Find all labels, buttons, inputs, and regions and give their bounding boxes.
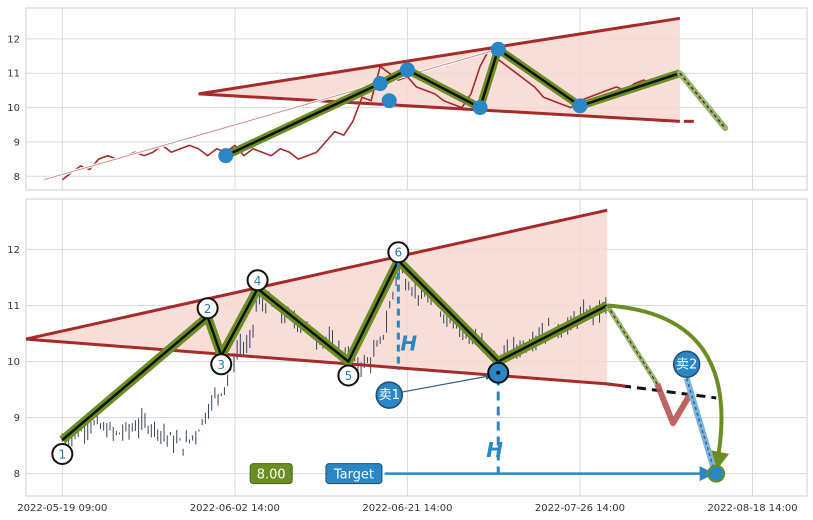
main-sell-marker bbox=[375, 381, 404, 409]
main-x-tick-label: 2022-07-26 14:00 bbox=[535, 503, 625, 514]
main-pivot-marker bbox=[337, 364, 360, 387]
main-sell-label: 卖2 bbox=[676, 357, 697, 372]
top-pivot-marker bbox=[572, 98, 588, 114]
main-pivot-label: 2 bbox=[204, 302, 212, 316]
main-x-tick-label: 2022-08-18 14:00 bbox=[707, 503, 797, 514]
top-triangle-lower bbox=[198, 92, 680, 123]
top-y-tick-label: 12 bbox=[7, 34, 20, 45]
main-pattern-inner bbox=[61, 259, 608, 441]
main-height-label: H bbox=[400, 331, 417, 355]
main-projection-leg-outer bbox=[605, 304, 660, 386]
main-pivot-label: 3 bbox=[217, 358, 225, 372]
top-pivot-marker bbox=[372, 76, 388, 92]
top-y-tick-label: 11 bbox=[7, 69, 20, 80]
main-pivot-label: 4 bbox=[254, 274, 262, 288]
main-pivot-marker bbox=[387, 241, 410, 264]
main-y-tick-label: 12 bbox=[7, 245, 20, 256]
main-y-tick-label: 9 bbox=[14, 413, 20, 424]
top-pivot-marker bbox=[490, 41, 506, 57]
main-pivot-marker bbox=[210, 353, 233, 376]
main-y-tick-label: 8 bbox=[14, 469, 20, 480]
main-pivot-marker bbox=[196, 297, 219, 320]
main-x-tick-label: 2022-06-02 14:00 bbox=[190, 503, 280, 514]
top-pivot-marker bbox=[399, 62, 415, 78]
main-target-curve-arrow bbox=[607, 303, 730, 472]
main-target-point bbox=[707, 464, 726, 483]
top-guide-line-edge bbox=[44, 48, 499, 181]
main-pivot-marker bbox=[51, 442, 74, 465]
main-price-tag-label: 8.00 bbox=[257, 468, 286, 483]
main-target-tag-label: Target bbox=[333, 468, 374, 483]
main-pivot-label: 1 bbox=[59, 447, 67, 461]
main-pivot-center bbox=[496, 370, 501, 375]
main-x-tick-label: 2022-05-19 09:00 bbox=[17, 503, 107, 514]
top-projection-outer bbox=[676, 70, 729, 132]
main-pivot-marker bbox=[246, 269, 269, 292]
main-height-label: H bbox=[486, 438, 503, 462]
main-x-tick-label: 2022-06-21 14:00 bbox=[362, 503, 452, 514]
main-sell1-arrow bbox=[400, 373, 493, 393]
main-sell-marker bbox=[672, 350, 701, 379]
main-triangle-extension bbox=[607, 382, 717, 400]
main-triangle-extension-red bbox=[607, 382, 626, 388]
top-pivot-marker bbox=[218, 148, 234, 164]
main-triangle-upper bbox=[25, 208, 608, 341]
top-triangle-upper bbox=[198, 16, 681, 96]
main-y-tick-label: 10 bbox=[7, 357, 20, 368]
top-y-tick-label: 10 bbox=[7, 103, 20, 114]
main-pivot-label: 6 bbox=[395, 246, 403, 260]
top-pivot-marker bbox=[472, 100, 488, 116]
main-pivot-ring bbox=[487, 361, 510, 384]
main-triangle-lower bbox=[25, 337, 608, 386]
main-sell2-path-inner bbox=[686, 378, 715, 470]
top-pivot-marker bbox=[381, 93, 397, 109]
top-y-tick-label: 9 bbox=[14, 137, 20, 148]
top-y-tick-label: 8 bbox=[14, 172, 20, 183]
main-target-tag-box bbox=[325, 463, 383, 485]
main-sell-label: 卖1 bbox=[379, 388, 400, 403]
main-pivot-label: 5 bbox=[345, 369, 353, 383]
main-y-tick-label: 11 bbox=[7, 301, 20, 312]
main-triangle-fill bbox=[26, 210, 608, 384]
overview-panel: 8 9 10 11 12 bbox=[7, 7, 808, 191]
main-sell-down-leg bbox=[654, 382, 694, 427]
main-price-tag-box bbox=[249, 463, 293, 485]
